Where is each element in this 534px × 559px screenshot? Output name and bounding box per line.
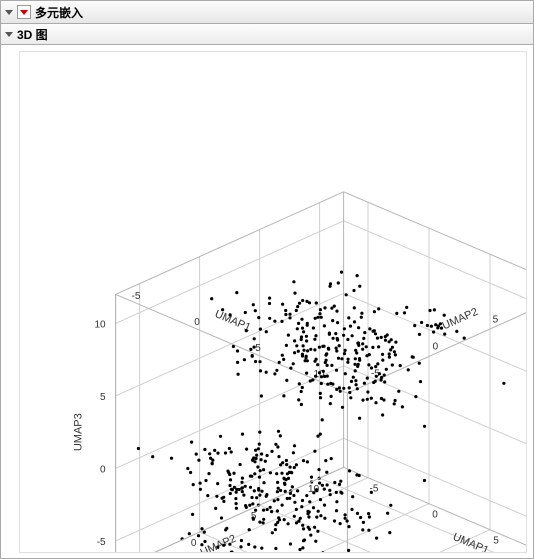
svg-text:-5: -5 [132, 291, 141, 302]
svg-text:0: 0 [100, 464, 106, 475]
svg-text:-5: -5 [97, 537, 106, 548]
svg-text:5: 5 [255, 343, 261, 354]
svg-text:5: 5 [493, 314, 499, 325]
menu-dropdown-icon[interactable] [17, 5, 31, 19]
svg-text:10: 10 [94, 319, 106, 330]
scene-svg: -50510-50510-50510-50510-50510-50510UMAP… [20, 52, 526, 552]
svg-text:0: 0 [191, 538, 197, 549]
disclosure-icon [5, 10, 13, 15]
subsection-title: 3D 图 [17, 26, 48, 43]
subsection-header[interactable]: 3D 图 [0, 23, 534, 44]
plot-3d[interactable]: -50510-50510-50510-50510-50510-50510UMAP… [19, 51, 527, 553]
svg-text:UMAP1: UMAP1 [451, 531, 491, 552]
svg-text:5: 5 [100, 392, 106, 403]
svg-text:5: 5 [493, 536, 499, 547]
panel-root: 多元嵌入 3D 图 -50510-50510-50510-50510-50510… [0, 0, 534, 559]
disclosure-icon [5, 32, 13, 37]
outline-title: 多元嵌入 [35, 4, 83, 21]
svg-text:0: 0 [432, 510, 438, 521]
svg-text:UMAP3: UMAP3 [73, 413, 85, 451]
outline-header[interactable]: 多元嵌入 [0, 0, 534, 23]
svg-text:0: 0 [433, 341, 439, 352]
svg-text:UMAP2: UMAP2 [440, 306, 479, 332]
plot-frame: -50510-50510-50510-50510-50510-50510UMAP… [0, 44, 534, 559]
svg-text:0: 0 [194, 317, 200, 328]
